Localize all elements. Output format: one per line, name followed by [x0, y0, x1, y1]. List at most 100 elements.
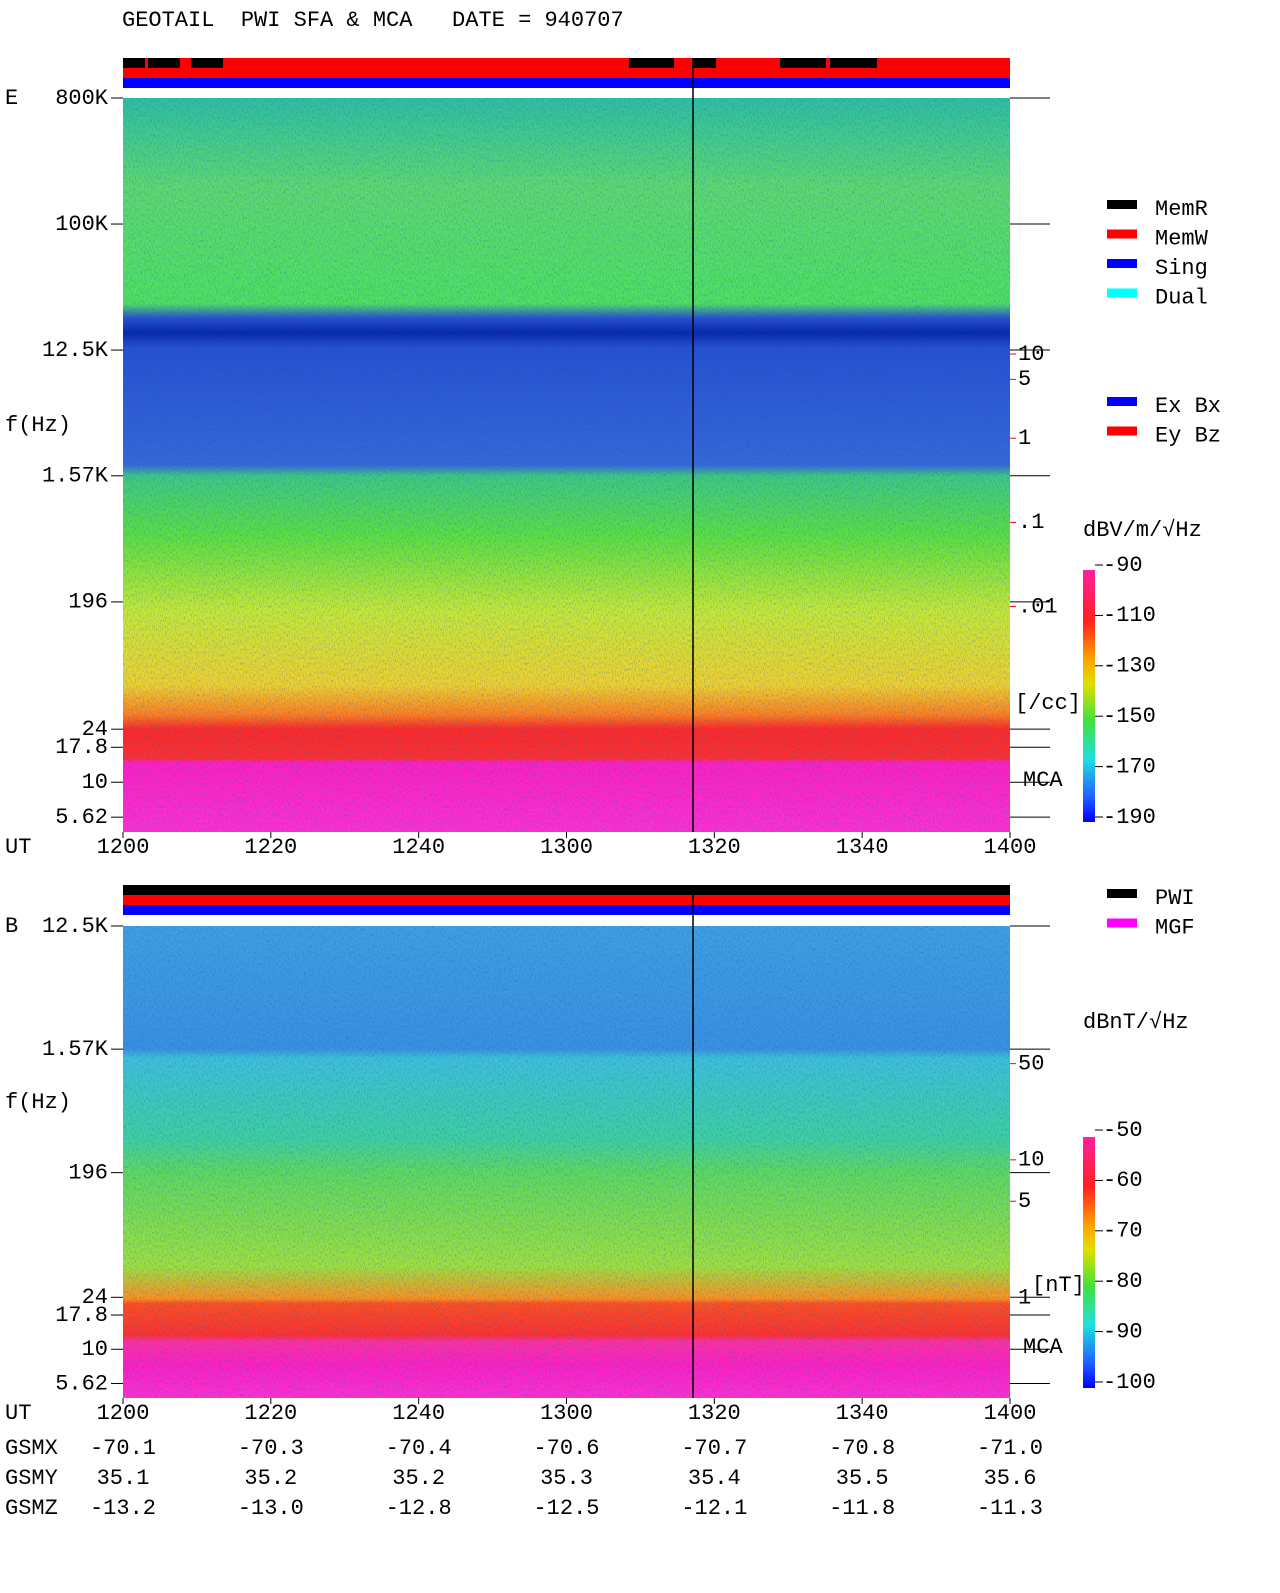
colorbar-tick-label: -130 — [1103, 654, 1156, 679]
y2-axis-label: [/cc] — [1015, 691, 1081, 716]
y-axis-label: f(Hz) — [5, 413, 71, 438]
colorbar-tick-label: -150 — [1103, 704, 1156, 729]
legend-label: PWI — [1155, 886, 1195, 911]
y-tick-label: 1.57K — [42, 1037, 109, 1062]
colorbar-tick-label: -60 — [1103, 1168, 1143, 1193]
ephemeris-value: 35.6 — [984, 1466, 1037, 1491]
legend-swatch — [1107, 288, 1137, 298]
status-bar — [123, 58, 1010, 68]
y-tick-label: 24 — [82, 717, 108, 742]
mca-label: MCA — [1023, 768, 1063, 793]
legend-swatch — [1107, 259, 1137, 268]
panel-label: B — [5, 914, 18, 939]
x-tick-label: 1300 — [540, 835, 593, 860]
y2-axis-label: [nT] — [1032, 1273, 1085, 1298]
ephemeris-label: GSMX — [5, 1436, 58, 1461]
colorbar-tick-label: -170 — [1103, 754, 1156, 779]
colorbar — [1083, 1137, 1095, 1388]
y2-tick-label: 10 — [1018, 342, 1044, 367]
y2-tick-label: .01 — [1018, 594, 1058, 619]
colorbar-tick-label: -100 — [1103, 1370, 1156, 1395]
ephemeris-value: -70.1 — [90, 1436, 156, 1461]
legend-label: Dual — [1155, 285, 1208, 310]
legend-swatch — [1107, 200, 1137, 209]
colorbar — [1083, 570, 1095, 822]
ephemeris-value: -11.8 — [829, 1496, 895, 1521]
ephemeris-value: 35.3 — [540, 1466, 593, 1491]
x-tick-label: 1240 — [392, 1401, 445, 1426]
y2-tick-label: 1 — [1018, 426, 1031, 451]
status-bar — [123, 895, 1010, 905]
y-axis-label: f(Hz) — [5, 1090, 71, 1115]
ephemeris-value: -12.1 — [681, 1496, 747, 1521]
status-bar — [123, 885, 1010, 895]
ephemeris-value: 35.4 — [688, 1466, 741, 1491]
x-axis-label: UT — [5, 1401, 31, 1426]
ephemeris-value: -12.8 — [386, 1496, 452, 1521]
colorbar-label: dBnT/√Hz — [1083, 1010, 1189, 1035]
colorbar-tick-label: -50 — [1103, 1118, 1143, 1143]
ephemeris-value: -13.0 — [238, 1496, 304, 1521]
ephemeris-value: 35.2 — [392, 1466, 445, 1491]
ephemeris-value: -70.8 — [829, 1436, 895, 1461]
x-tick-label: 1400 — [984, 1401, 1037, 1426]
colorbar-label: dBV/m/√Hz — [1083, 518, 1202, 543]
status-bar — [123, 905, 1010, 915]
legend-label: MGF — [1155, 915, 1195, 940]
ephemeris-value: -11.3 — [977, 1496, 1043, 1521]
title: GEOTAIL PWI SFA & MCA DATE = 940707 — [122, 8, 624, 33]
ephemeris-value: 35.5 — [836, 1466, 889, 1491]
y-tick-label: 5.62 — [55, 805, 108, 830]
y-tick-label: 12.5K — [42, 338, 109, 363]
legend-label: Ey Bz — [1155, 423, 1221, 448]
colorbar-tick-label: -70 — [1103, 1219, 1143, 1244]
x-tick-label: 1320 — [688, 1401, 741, 1426]
y-tick-label: 196 — [68, 590, 108, 615]
y-tick-label: 10 — [82, 1337, 108, 1362]
x-axis-label: UT — [5, 835, 31, 860]
ephemeris-value: 35.2 — [244, 1466, 297, 1491]
x-tick-label: 1400 — [984, 835, 1037, 860]
legend-swatch — [1107, 229, 1137, 239]
x-tick-label: 1200 — [97, 1401, 150, 1426]
colorbar-tick-label: -190 — [1103, 805, 1156, 830]
y-tick-label: 196 — [68, 1160, 108, 1185]
legend-label: Sing — [1155, 256, 1208, 281]
ephemeris-value: -12.5 — [533, 1496, 599, 1521]
y2-tick-label: 10 — [1018, 1148, 1044, 1173]
x-tick-label: 1340 — [836, 1401, 889, 1426]
ephemeris-value: -70.4 — [386, 1436, 452, 1461]
x-tick-label: 1240 — [392, 835, 445, 860]
y-tick-label: 5.62 — [55, 1371, 108, 1396]
status-segment — [780, 58, 826, 68]
y2-tick-label: .1 — [1018, 510, 1044, 535]
y-tick-label: 100K — [55, 212, 109, 237]
colorbar-tick-label: -110 — [1103, 603, 1156, 628]
ephemeris-value: -70.6 — [533, 1436, 599, 1461]
ephemeris-value: -71.0 — [977, 1436, 1043, 1461]
y-tick-label: 12.5K — [42, 914, 109, 939]
ephemeris-value: -70.3 — [238, 1436, 304, 1461]
status-segment — [148, 58, 180, 68]
y2-tick-label: 5 — [1018, 1189, 1031, 1214]
status-segment — [629, 58, 674, 68]
status-bar — [123, 78, 1010, 88]
y-tick-label: 17.8 — [55, 1303, 108, 1328]
ephemeris-label: GSMZ — [5, 1496, 58, 1521]
status-segment — [830, 58, 877, 68]
legend-swatch — [1107, 918, 1137, 928]
x-tick-label: 1340 — [836, 835, 889, 860]
y-tick-label: 800K — [55, 86, 109, 111]
status-segment — [694, 58, 716, 68]
legend-label: MemR — [1155, 197, 1208, 222]
x-tick-label: 1300 — [540, 1401, 593, 1426]
y-tick-label: 1.57K — [42, 464, 109, 489]
x-tick-label: 1220 — [244, 835, 297, 860]
y-tick-label: 17.8 — [55, 735, 108, 760]
colorbar-tick-label: -90 — [1103, 1319, 1143, 1344]
y2-tick-label: 1 — [1018, 1285, 1031, 1310]
x-tick-label: 1320 — [688, 835, 741, 860]
